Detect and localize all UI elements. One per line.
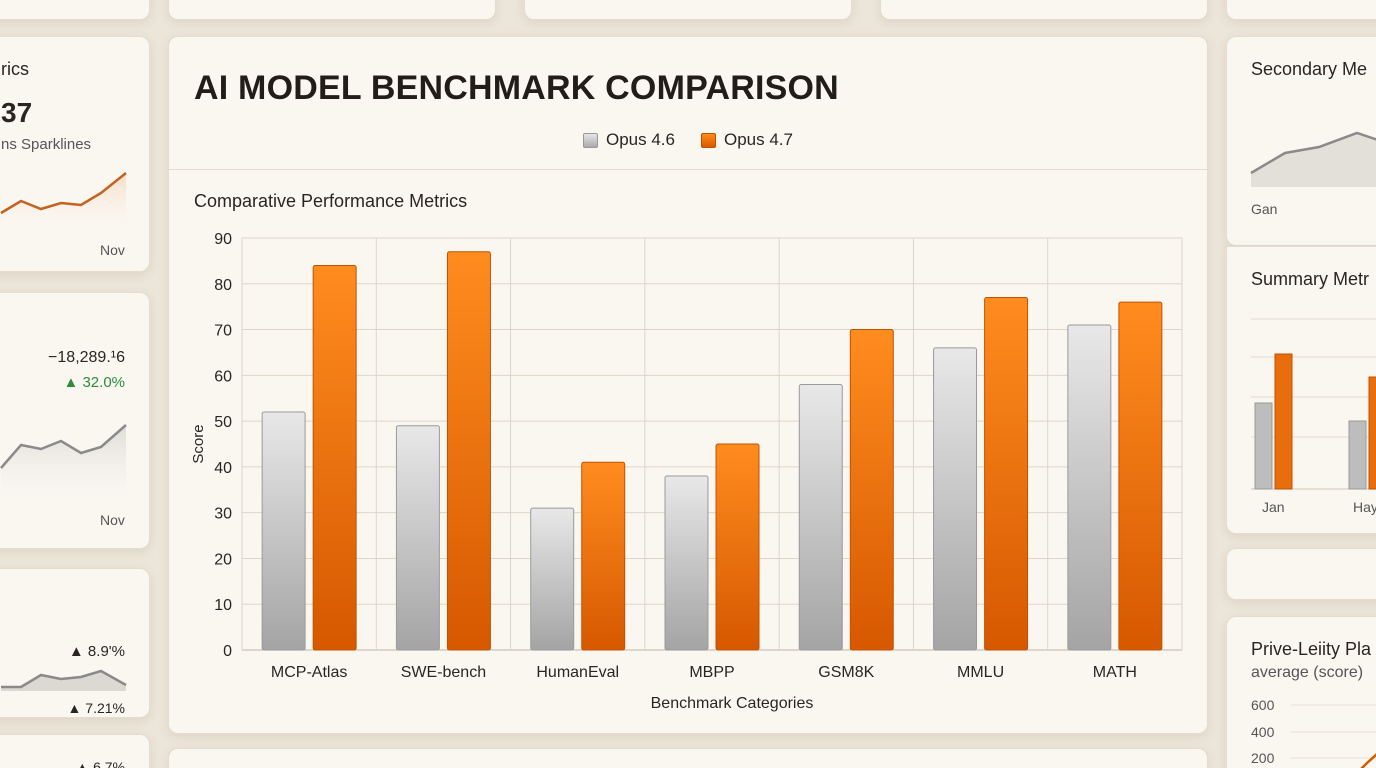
bar-opus-4-6-swe-bench	[395, 425, 440, 651]
chart-subtitle: Comparative Performance Metrics	[194, 191, 468, 211]
legend-swatch-opus-4-6	[583, 132, 598, 148]
right-price-sparkline	[1291, 704, 1376, 768]
y-tick-label-60: 60	[214, 368, 232, 385]
right-card3-ytick-400: 400	[1251, 724, 1275, 740]
x-tick-label-humaneval: HumanEval	[536, 664, 619, 681]
bar-opus-4-7-math	[1118, 301, 1163, 651]
bar-opus-4-6-gsm8k	[798, 383, 843, 651]
left-card-tick: Nov	[100, 242, 125, 258]
left-card2-tick: Nov	[100, 512, 125, 528]
y-tick-label-30: 30	[214, 506, 232, 523]
bar-opus-4-7-gsm8k	[849, 329, 894, 651]
chart-legend: Opus 4.6 Opus 4.7	[169, 130, 1207, 150]
right-summary-card: Summary Metr Jan Hay	[1226, 246, 1376, 534]
legend-label-opus-4-6: Opus 4.6	[606, 130, 675, 149]
left-sparkline-orange	[0, 172, 127, 233]
y-tick-label-10: 10	[214, 597, 232, 614]
right-price-card: Prive-Leiity Pla average (score) 600 400…	[1226, 616, 1376, 768]
right-card2-tick-jan: Jan	[1262, 499, 1285, 515]
left-card-title: rics	[1, 59, 29, 79]
bottom-card-stub	[168, 748, 1208, 768]
right-mini-bars	[1251, 318, 1376, 490]
y-axis-title: Score	[190, 424, 207, 463]
y-tick-label-40: 40	[214, 460, 232, 477]
left-sparkline-grey	[0, 424, 127, 501]
left-card2-change: ▲ 32.0%	[63, 374, 125, 391]
benchmark-chart-card: 0 10 20 30 40 50 60 70 80 90 MCP-Atlas SWE-bench Hum…	[168, 36, 1208, 734]
right-card3-ytick-200: 200	[1251, 750, 1275, 766]
bar-opus-4-7-humaneval	[581, 461, 626, 651]
left-card-subtitle: ns Sparklines	[1, 136, 92, 153]
header-divider	[169, 169, 1207, 170]
x-tick-label-gsm8k: GSM8K	[818, 664, 874, 681]
top-card-stub-4	[880, 0, 1208, 20]
legend-label-opus-4-7: Opus 4.7	[724, 130, 793, 149]
legend-item-opus-4-6[interactable]: Opus 4.6	[583, 130, 675, 150]
top-card-stub-1	[0, 0, 150, 20]
left-percent-card: ▲ 8.9'% ▲ 7.21%	[0, 568, 150, 718]
left-bottom-card: ▲ 6.7%	[0, 734, 150, 768]
top-card-stub-2	[168, 0, 496, 20]
right-card2-title: Summary Metr	[1251, 269, 1370, 289]
left-card-value: 37	[1, 97, 33, 128]
top-card-stub-3	[524, 0, 852, 20]
bar-opus-4-7-swe-bench	[446, 251, 491, 651]
bar-opus-4-6-humaneval	[530, 507, 575, 651]
x-axis-title: Benchmark Categories	[651, 695, 814, 712]
bar-opus-4-6-math	[1067, 324, 1112, 651]
bar-opus-4-6-mbpp	[664, 475, 709, 651]
right-secondary-card: Secondary Me Gan	[1226, 36, 1376, 246]
x-tick-label-mbpp: MBPP	[689, 664, 734, 681]
bar-opus-4-6-mcp-atlas	[261, 411, 306, 651]
x-tick-label-mcp-atlas: MCP-Atlas	[271, 664, 347, 681]
bar-opus-4-6-mmlu	[933, 347, 978, 651]
right-card1-tick: Gan	[1251, 201, 1278, 217]
x-tick-label-mmlu: MMLU	[957, 664, 1004, 681]
bar-opus-4-7-mmlu	[984, 297, 1029, 651]
bar-opus-4-7-mbpp	[715, 443, 760, 651]
y-tick-label-0: 0	[223, 643, 232, 660]
right-card3-title: Prive-Leiity Pla	[1251, 639, 1372, 659]
left-change-card: −18,289.¹6 ▲ 32.0% Nov	[0, 292, 150, 549]
right-empty-card	[1226, 548, 1376, 600]
legend-swatch-opus-4-7	[701, 132, 716, 148]
right-sparkline-grey	[1250, 131, 1376, 187]
left-sparkline-mini	[1, 669, 127, 691]
y-tick-label-50: 50	[214, 414, 232, 431]
bar-opus-4-7-mcp-atlas	[312, 264, 357, 651]
right-card1-title: Secondary Me	[1251, 59, 1368, 79]
x-tick-label-math: MATH	[1093, 664, 1137, 681]
y-tick-label-70: 70	[214, 323, 232, 340]
chart-title: AI MODEL BENCHMARK COMPARISON	[194, 69, 839, 107]
bar-chart: 0 10 20 30 40 50 60 70 80 90 MCP-Atlas SWE-bench Hum…	[190, 231, 1183, 712]
left-card3-change2: ▲ 7.21%	[67, 700, 125, 716]
left-card3-change1: ▲ 8.9'%	[68, 643, 125, 660]
legend-item-opus-4-7[interactable]: Opus 4.7	[701, 130, 793, 150]
right-card3-ytick-600: 600	[1251, 697, 1275, 713]
right-card2-tick-hay: Hay	[1353, 499, 1376, 515]
right-card3-subtitle: average (score)	[1251, 664, 1364, 681]
left-card3-change3: ▲ 6.7%	[75, 759, 125, 768]
x-tick-label-swe-bench: SWE-bench	[401, 664, 486, 681]
y-tick-label-20: 20	[214, 551, 232, 568]
top-card-stub-5	[1226, 0, 1376, 20]
left-metrics-card: rics 37 ns Sparklines Nov	[0, 36, 150, 272]
y-tick-label-80: 80	[214, 277, 232, 294]
y-tick-label-90: 90	[214, 231, 232, 248]
left-card2-value: −18,289.¹6	[48, 349, 125, 366]
